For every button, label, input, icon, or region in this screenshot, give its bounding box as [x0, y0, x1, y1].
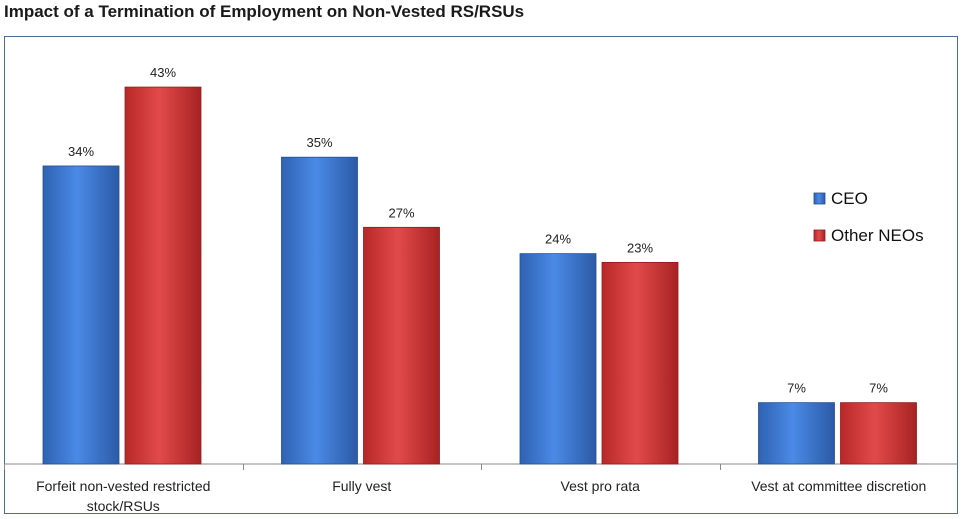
bar-ceo [281, 156, 358, 465]
bar-other-neos [601, 261, 679, 465]
legend-swatch [813, 192, 826, 205]
data-label: 7% [787, 381, 806, 396]
legend-label: CEO [831, 189, 868, 208]
chart-frame: 34% 43% 35% 27% 24% 23% 7% 7% Forfeit non-veste… [4, 36, 959, 514]
category-label: Vest pro rata [561, 478, 641, 494]
bar-chart: 34% 43% 35% 27% 24% 23% 7% 7% Forfeit non-veste… [4, 36, 959, 514]
data-label: 27% [388, 205, 414, 220]
data-label: 24% [545, 232, 571, 247]
bar-ceo [42, 165, 120, 465]
data-labels-group: 34% 43% 35% 27% 24% 23% 7% 7% [68, 65, 888, 396]
category-labels-group: Forfeit non-vested restricted stock/RSUs F… [36, 478, 926, 514]
bar-other-neos [124, 86, 202, 465]
data-label: 43% [150, 65, 176, 80]
category-label: Fully vest [332, 478, 391, 494]
bar-ceo [519, 253, 597, 465]
category-label: Forfeit non-vested restricted [36, 478, 210, 494]
chart-title: Impact of a Termination of Employment on… [4, 2, 525, 21]
data-label: 35% [306, 135, 332, 150]
bar-other-neos [840, 402, 917, 465]
data-label: 7% [869, 381, 888, 396]
bar-ceo [758, 402, 835, 465]
bar-other-neos [363, 226, 440, 465]
bars-group [42, 86, 917, 465]
legend: CEO Other NEOs [813, 189, 924, 245]
data-label: 23% [627, 240, 653, 255]
legend-swatch [813, 229, 826, 242]
data-label: 34% [68, 144, 94, 159]
category-label: Vest at committee discretion [751, 478, 926, 494]
legend-label: Other NEOs [831, 226, 924, 245]
category-label: stock/RSUs [87, 498, 160, 514]
